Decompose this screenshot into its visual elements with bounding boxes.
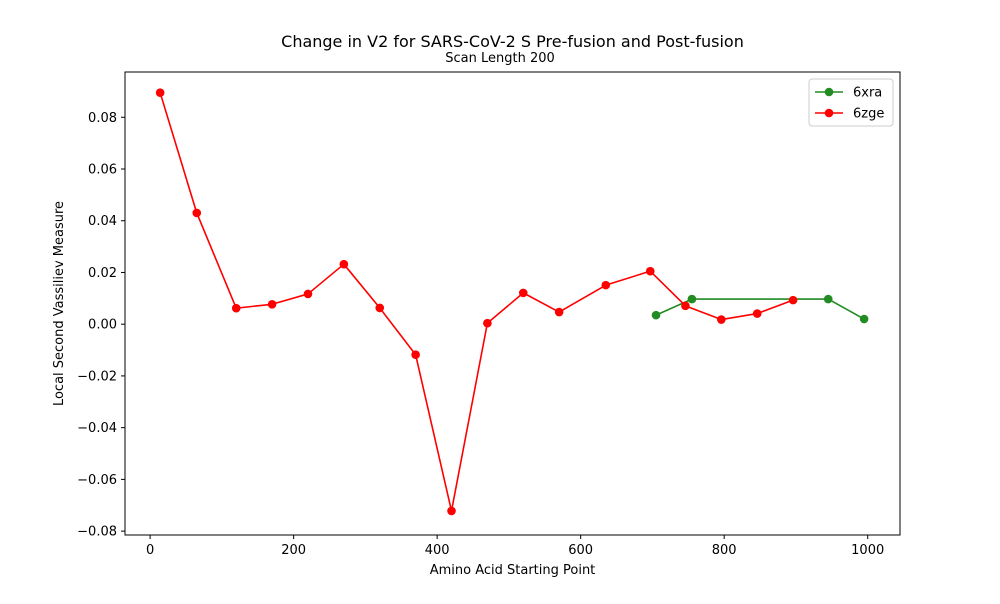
x-tick-label: 200 xyxy=(281,543,306,558)
data-point-6zge xyxy=(155,88,165,97)
data-point-6xra xyxy=(823,294,833,304)
y-tick-label: −0.04 xyxy=(77,421,117,436)
y-tick-label: −0.06 xyxy=(77,473,117,488)
x-tick-label: 800 xyxy=(712,543,737,558)
y-tick-label: 0.04 xyxy=(88,214,117,229)
series-line-6zge xyxy=(159,92,794,512)
data-point-6zge xyxy=(717,315,726,324)
data-point-6xra xyxy=(687,294,697,304)
y-axis-label: Local Second Vassiliev Measure xyxy=(52,201,67,406)
x-tick-label: 600 xyxy=(568,543,593,558)
y-tick-label: 0.00 xyxy=(88,318,117,333)
data-point-6zge xyxy=(447,506,456,516)
data-point-6zge xyxy=(339,259,349,269)
y-axis: −0.08 −0.06 −0.04 −0.02 0.00 0.02 0.04 0.06 0.08 xyxy=(77,111,125,540)
plot-frame xyxy=(124,71,901,536)
data-point-6xra xyxy=(651,310,661,320)
series-line-6xra xyxy=(655,298,865,320)
legend-label-6xra: 6xra xyxy=(853,86,882,101)
y-tick-label: 0.08 xyxy=(88,111,117,126)
data-point-6zge xyxy=(231,303,241,313)
legend-marker-6zge xyxy=(824,108,834,118)
x-tick-label: 0 xyxy=(146,543,154,558)
legend-label-6zge: 6zge xyxy=(853,107,884,122)
data-point-6zge xyxy=(267,299,277,309)
data-point-6zge xyxy=(411,350,420,360)
chart-subtitle: Scan Length 200 xyxy=(445,51,555,66)
series-6zge xyxy=(155,88,798,516)
y-tick-label: 0.06 xyxy=(88,162,117,177)
data-point-6zge xyxy=(788,295,798,305)
x-axis-label: Amino Acid Starting Point xyxy=(430,563,596,578)
data-point-6zge xyxy=(554,307,564,317)
data-point-6zge xyxy=(303,289,313,299)
data-point-6zge xyxy=(752,309,762,318)
x-axis: 0 200 400 600 800 1000 xyxy=(146,535,884,558)
data-point-6zge xyxy=(645,266,655,276)
data-point-6zge xyxy=(518,288,528,298)
y-tick-label: 0.02 xyxy=(88,266,117,281)
data-point-6xra xyxy=(859,314,869,324)
data-point-6zge xyxy=(192,208,202,218)
data-point-6zge xyxy=(375,303,385,313)
series-6xra xyxy=(651,294,869,324)
data-point-6zge xyxy=(681,301,690,311)
data-point-6zge xyxy=(601,280,611,290)
legend-marker-6xra xyxy=(824,87,834,97)
plot-series xyxy=(155,88,869,516)
chart-title: Change in V2 for SARS-CoV-2 S Pre-fusion… xyxy=(281,32,744,51)
data-point-6zge xyxy=(483,318,492,328)
y-tick-label: −0.02 xyxy=(77,369,117,384)
x-tick-label: 1000 xyxy=(851,543,884,558)
legend: 6xra 6zge xyxy=(808,78,894,127)
y-tick-label: −0.08 xyxy=(77,525,117,540)
x-tick-label: 400 xyxy=(425,543,450,558)
